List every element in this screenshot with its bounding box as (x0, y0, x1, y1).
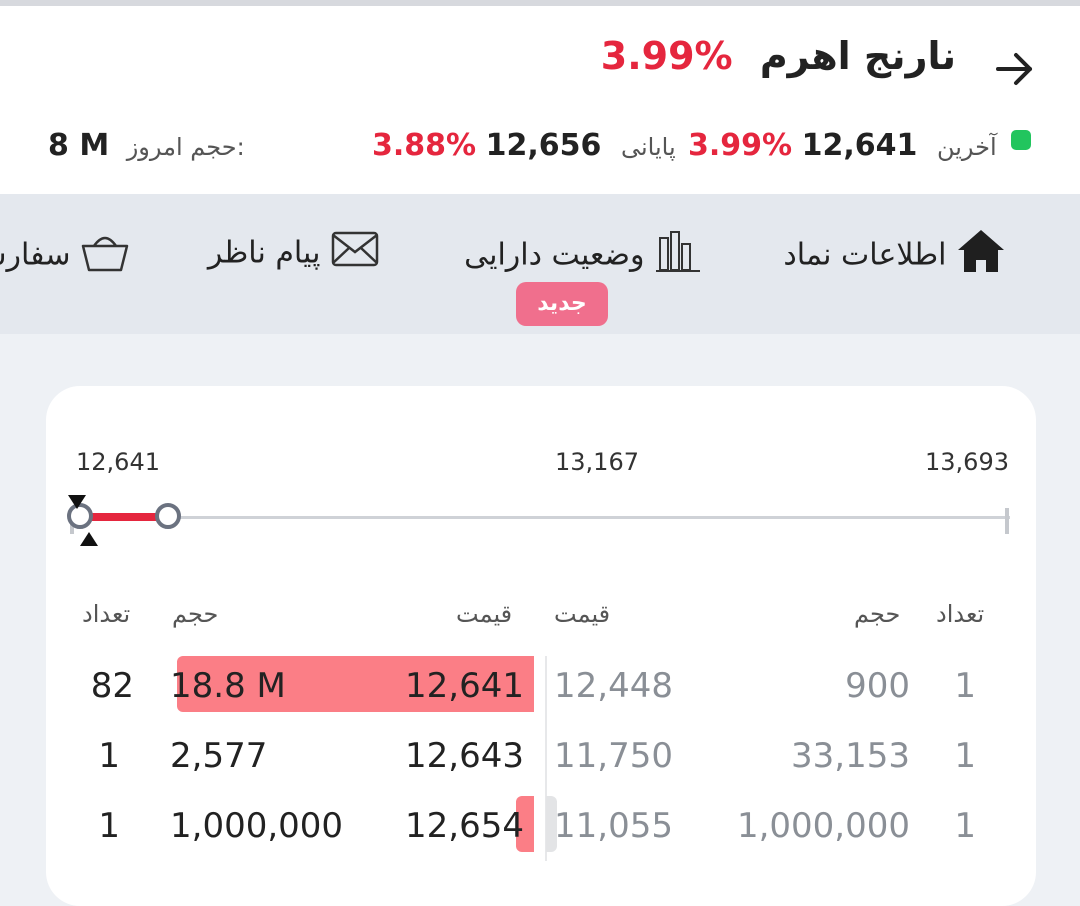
sell-price: 11,055 (554, 806, 673, 846)
range-max-label: 13,693 (925, 448, 1009, 476)
close-value: 12,656 (485, 128, 602, 163)
back-arrow-icon[interactable] (990, 46, 1040, 92)
sell-volume: 33,153 (791, 736, 910, 776)
close-label: پایانی (620, 133, 676, 161)
buy-count: 82 (90, 666, 134, 706)
price-range-track (78, 516, 1010, 519)
sell-price-header: قیمت (554, 600, 611, 628)
sell-depth-bar (546, 796, 557, 852)
buy-price: 12,654 (405, 806, 524, 846)
range-high-handle[interactable] (155, 503, 182, 529)
sell-volume-header: حجم (854, 600, 901, 628)
close-change: 3.88% (372, 128, 477, 163)
sell-price: 11,750 (554, 736, 673, 776)
title-change-percent: 3.99% (600, 34, 733, 78)
tab-symbol-info[interactable]: اطلاعات نماد (783, 228, 1006, 278)
last-price-stat: 3.99% 12,641 آخرین (688, 128, 997, 163)
last-label: آخرین (936, 133, 997, 161)
buy-depth-bar (177, 656, 534, 712)
last-value: 12,641 (801, 128, 918, 163)
symbol-header: نارنج اهرم 3.99% 3.99% 12,641 آخرین 3.88… (0, 6, 1080, 194)
order-book-card (46, 386, 1036, 906)
page-title: نارنج اهرم 3.99% (601, 34, 956, 78)
sell-volume: 900 (845, 666, 910, 706)
tab-orders-label: سفارش (0, 237, 71, 273)
buy-volume-header: حجم (172, 600, 219, 628)
live-status-indicator (1011, 130, 1031, 150)
close-price-stat: 3.88% 12,656 پایانی (372, 128, 676, 163)
sell-count: 1 (954, 806, 976, 846)
home-icon (956, 228, 1006, 282)
symbol-name: نارنج اهرم (759, 34, 956, 78)
tab-symbol-info-label: اطلاعات نماد (783, 237, 947, 273)
sell-volume: 1,000,000 (736, 806, 910, 846)
sell-count: 1 (954, 736, 976, 776)
range-min-label: 12,641 (76, 448, 160, 476)
range-track-end-tick (1005, 508, 1009, 534)
order-book-row[interactable]: 1 2,577 12,643 11,750 33,153 1 (46, 726, 1036, 786)
basket-icon (80, 228, 130, 282)
sell-price: 12,448 (554, 666, 673, 706)
bar-chart-icon (654, 228, 702, 282)
buy-price: 12,643 (405, 736, 524, 776)
buy-volume: 1,000,000 (170, 806, 344, 846)
order-book-row[interactable]: 1 1,000,000 12,654 11,055 1,000,000 1 (46, 796, 1036, 856)
new-badge: جدید (516, 282, 608, 326)
price-range-fill (78, 513, 167, 521)
sell-count-header: تعداد (936, 600, 985, 628)
buy-count: 1 (98, 806, 120, 846)
sell-count: 1 (954, 666, 976, 706)
buy-volume: 2,577 (170, 736, 268, 776)
today-volume-label: حجم امروز: (126, 133, 245, 161)
low-marker-down-triangle (68, 495, 86, 509)
tab-supervisor-message-label: پیام ناظر (207, 235, 321, 271)
low-marker-up-triangle (80, 532, 98, 546)
tab-supervisor-message[interactable]: پیام ناظر (208, 228, 380, 278)
tab-asset-status[interactable]: وضعیت دارایی (464, 228, 702, 278)
buy-price: 12,641 (405, 666, 524, 706)
buy-depth-bar (516, 796, 534, 852)
tab-asset-status-label: وضعیت دارایی (464, 237, 645, 273)
buy-count: 1 (98, 736, 120, 776)
buy-count-header: تعداد (82, 600, 131, 628)
today-volume-value: 8 M (48, 128, 110, 163)
tab-orders[interactable]: سفارش (0, 228, 130, 278)
range-mid-label: 13,167 (555, 448, 639, 476)
order-book-row[interactable]: 82 18.8 M 12,641 12,448 900 1 (46, 656, 1036, 716)
top-border (0, 0, 1080, 6)
envelope-icon (330, 228, 380, 278)
today-volume-stat: 8 M حجم امروز: (48, 128, 245, 163)
order-book-divider (545, 656, 547, 861)
last-change: 3.99% (688, 128, 793, 163)
buy-price-header: قیمت (456, 600, 513, 628)
buy-volume: 18.8 M (170, 666, 286, 706)
